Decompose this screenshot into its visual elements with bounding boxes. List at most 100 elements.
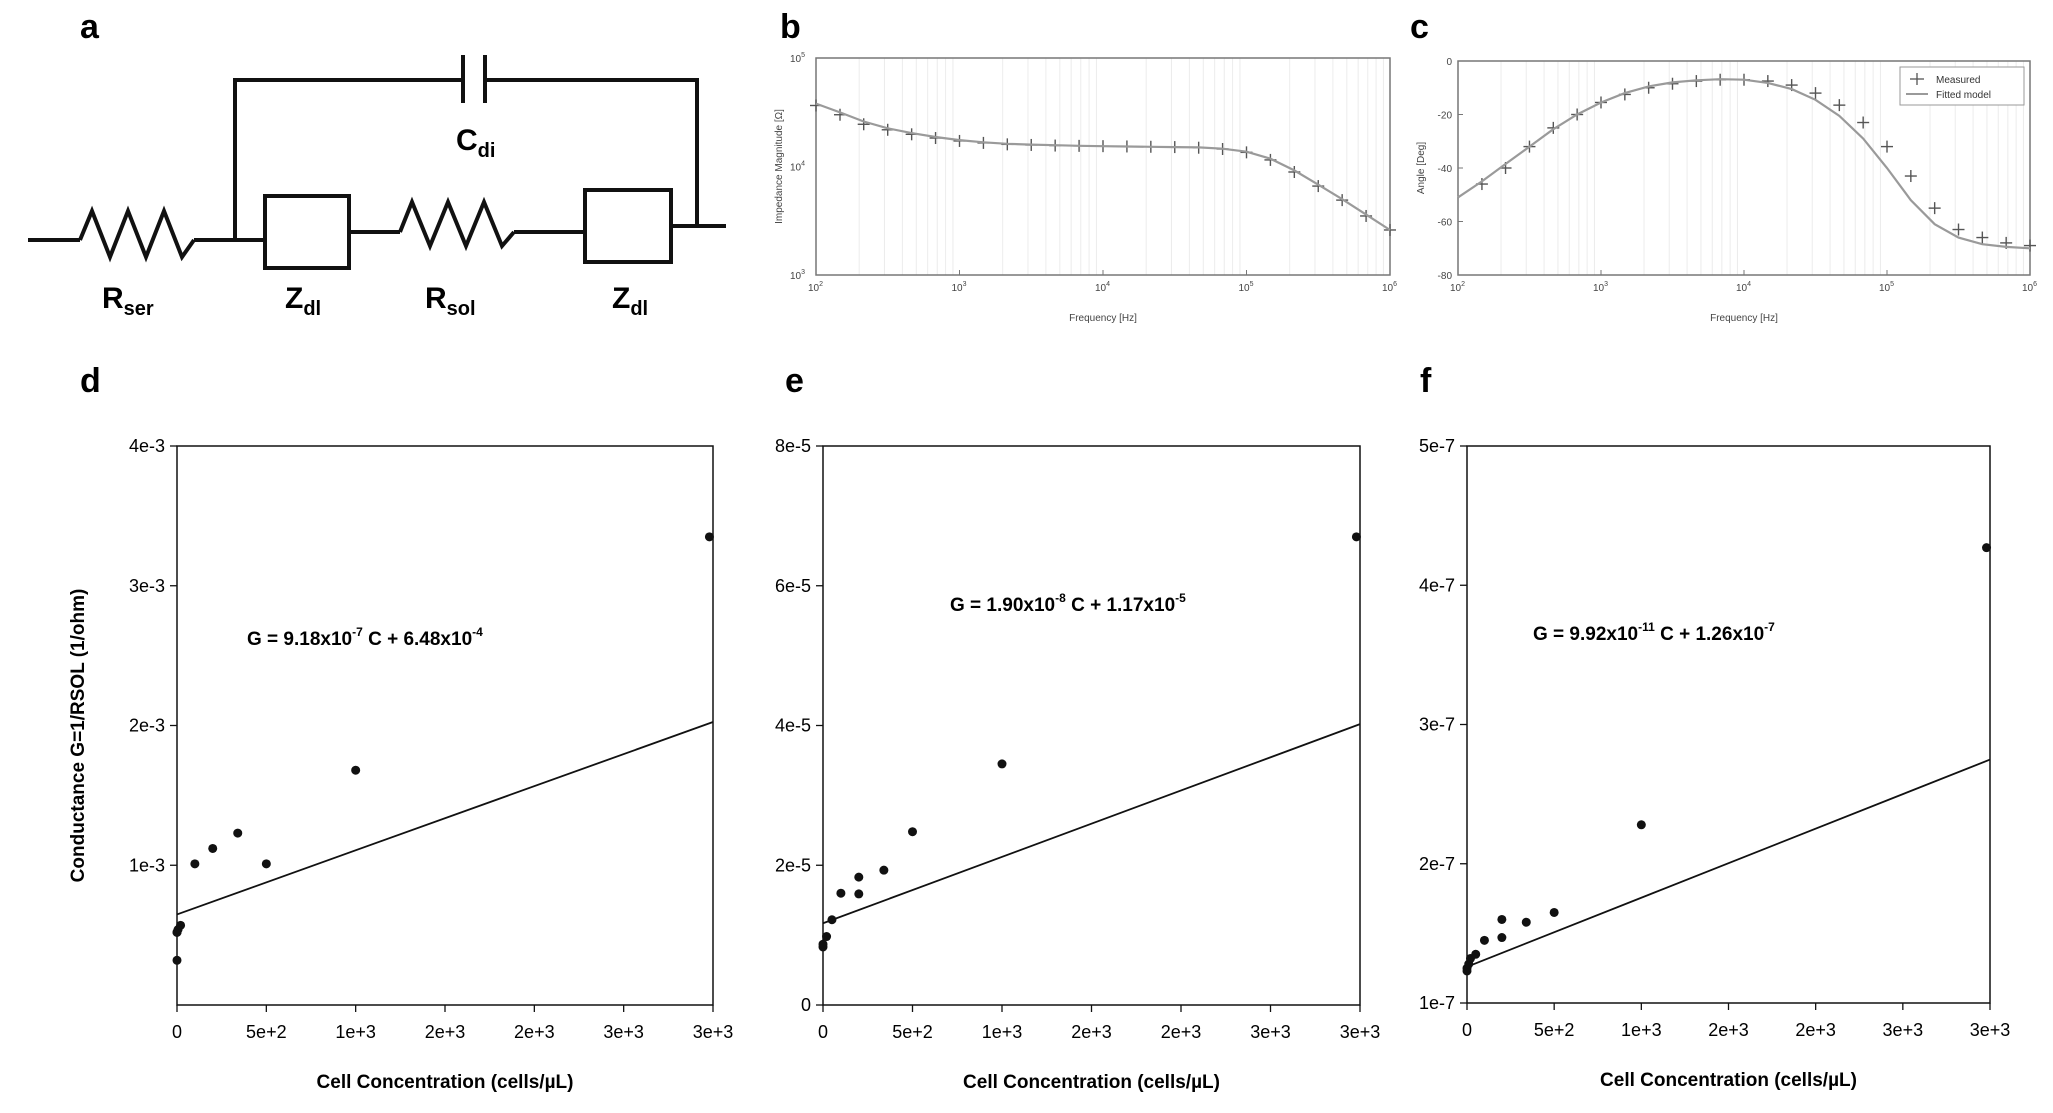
panel-e-equation: G = 1.90x10-8 C + 1.17x10-5 xyxy=(950,591,1186,616)
panel-d-fit-line xyxy=(176,721,714,916)
circuit-label-sub: sol xyxy=(447,298,476,320)
panel-e-data-point xyxy=(836,888,846,898)
panel-label-d: d xyxy=(80,362,101,400)
panel-e-x-tick-label: 2e+3 xyxy=(1071,1022,1112,1042)
panel-c-x-tick-label: 102 xyxy=(1450,281,1465,294)
panel-b-x-tick-label-base: 10 xyxy=(808,283,820,294)
panel-c-legend-label: Fitted model xyxy=(1936,90,1991,101)
panel-c-x-tick-label-exp: 5 xyxy=(1890,281,1894,288)
panel-f-equation: G = 9.92x10-11 C + 1.26x10-7 xyxy=(1533,620,1775,645)
panel-d-equation: G = 9.18x10-7 C + 6.48x10-4 xyxy=(247,625,483,650)
panel-c-x-tick-label-exp: 6 xyxy=(2033,281,2037,288)
panel-b-x-tick-label: 103 xyxy=(952,281,967,294)
circuit-bypass-left xyxy=(233,78,462,240)
panel-e-data-point xyxy=(1351,532,1361,542)
panel-b-y-tick-label-base: 10 xyxy=(790,163,802,174)
panel-d-x-tick-label: 3e+3 xyxy=(693,1022,734,1042)
panel-label-f: f xyxy=(1420,362,1432,400)
circuit-label-z-dl-1: Zdl xyxy=(285,282,321,320)
circuit-label-base: Z xyxy=(612,282,630,315)
panel-f-y-tick-label: 3e-7 xyxy=(1419,715,1455,735)
panel-c-x-tick-label-exp: 2 xyxy=(1461,281,1465,288)
panel-e-fit-line xyxy=(822,723,1361,925)
panel-label-a: a xyxy=(80,8,100,46)
circuit-label-sub: di xyxy=(478,140,496,162)
panel-d-x-tick-label: 2e+3 xyxy=(514,1022,555,1042)
panel-d-data-point xyxy=(176,920,186,930)
circuit-label-base: R xyxy=(102,282,124,315)
panel-c-measured-marker xyxy=(1928,202,1941,215)
panel-e-x-axis-label: Cell Concentration (cells/µL) xyxy=(963,1072,1220,1093)
panel-c-x-tick-label-exp: 3 xyxy=(1604,281,1608,288)
panel-e-x-tick-label: 2e+3 xyxy=(1161,1022,1202,1042)
circuit-label-z-dl-2: Zdl xyxy=(612,282,648,320)
panel-c-legend-label: Measured xyxy=(1936,75,1980,86)
panel-c-measured-marker xyxy=(1761,75,1774,88)
panel-f-x-axis-label: Cell Concentration (cells/µL) xyxy=(1600,1070,1857,1091)
panel-d-equation-part: -4 xyxy=(472,625,483,639)
panel-b-x-tick-label-exp: 6 xyxy=(1393,281,1397,288)
panel-f-data-point xyxy=(1982,543,1992,553)
panel-d-x-tick-label: 5e+2 xyxy=(246,1022,287,1042)
panel-b-y-tick-label-base: 10 xyxy=(790,271,802,282)
circuit-label-sub: dl xyxy=(630,298,648,320)
panel-b-y-tick-label: 105 xyxy=(790,52,805,65)
panel-label-c: c xyxy=(1410,8,1429,46)
panel-d-x-axis-label: Cell Concentration (cells/µL) xyxy=(317,1072,574,1093)
panel-d-y-axis-label: Conductance G=1/RSOL (1/ohm) xyxy=(68,589,89,883)
panel-e-data-point xyxy=(997,759,1007,769)
panel-d-data-point xyxy=(261,859,271,869)
panel-e-data-point xyxy=(854,889,864,899)
panel-f-data-point xyxy=(1479,935,1489,945)
panel-f-frame xyxy=(1466,445,1991,1004)
panel-d-x-tick-label: 1e+3 xyxy=(335,1022,376,1042)
panel-d-frame xyxy=(176,445,714,1006)
panel-e-y-tick-label: 8e-5 xyxy=(775,436,811,456)
panel-c-x-axis-label: Frequency [Hz] xyxy=(1710,313,1778,324)
panel-b-y-tick-label: 104 xyxy=(790,161,805,174)
panel-e-data-point xyxy=(822,932,832,942)
panel-d-y-tick-label: 3e-3 xyxy=(129,576,165,596)
panel-c-x-tick-label-base: 10 xyxy=(1593,283,1605,294)
panel-e-frame xyxy=(822,445,1361,1006)
panel-c-x-tick-label-base: 10 xyxy=(1736,283,1748,294)
panel-c-x-tick-label: 105 xyxy=(1879,281,1894,294)
panel-d-data-point xyxy=(208,843,218,853)
panel-d-equation-part: G = 9.18x10 xyxy=(247,629,352,650)
impedance-block-2 xyxy=(583,188,673,264)
panel-c-x-tick-label: 106 xyxy=(2022,281,2037,294)
panel-b-x-tick-label-exp: 2 xyxy=(819,281,823,288)
panel-e-equation-part: -8 xyxy=(1055,591,1066,605)
panel-f-data-point xyxy=(1471,949,1481,959)
panel-d-data-point xyxy=(190,859,200,869)
panel-e-data-point xyxy=(818,939,828,949)
panel-b-x-tick-label: 106 xyxy=(1382,281,1397,294)
panel-d-data-point xyxy=(233,828,243,838)
panel-f-x-tick-label: 3e+3 xyxy=(1970,1020,2011,1040)
panel-c-measured-marker xyxy=(1976,231,1989,244)
panel-d-equation-part: C + 6.48x10 xyxy=(363,629,472,650)
circuit-label-r-ser: Rser xyxy=(102,282,154,320)
panel-b-y-tick-label: 103 xyxy=(790,269,805,282)
panel-f-data-point xyxy=(1636,820,1646,830)
circuit-bypass-right xyxy=(486,78,699,226)
panel-c-measured-marker xyxy=(1952,223,1965,236)
panel-c-y-tick-label: -20 xyxy=(1438,111,1453,122)
panel-d-x-tick-label: 2e+3 xyxy=(425,1022,466,1042)
panel-c-measured-marker xyxy=(1833,99,1846,112)
panel-f-y-tick-label: 5e-7 xyxy=(1419,436,1455,456)
panel-c-measured-marker xyxy=(1881,140,1893,153)
panel-d-x-tick-label: 3e+3 xyxy=(603,1022,644,1042)
panel-e-y-tick-label: 6e-5 xyxy=(775,576,811,596)
panel-c-measured-marker xyxy=(1809,87,1822,100)
panel-f-x-tick-label: 2e+3 xyxy=(1795,1020,1836,1040)
circuit-diagram xyxy=(28,55,726,270)
panel-f-equation-part: C + 1.26x10 xyxy=(1655,624,1764,645)
panel-c-x-tick-label: 104 xyxy=(1736,281,1751,294)
panel-c-y-axis-label: Angle [Deg] xyxy=(1416,142,1427,194)
panel-d-y-tick-label: 2e-3 xyxy=(129,716,165,736)
panel-c-y-tick-label: -60 xyxy=(1438,218,1453,229)
panel-f-data-point xyxy=(1521,917,1531,927)
panel-e-x-tick-label: 0 xyxy=(818,1022,828,1042)
